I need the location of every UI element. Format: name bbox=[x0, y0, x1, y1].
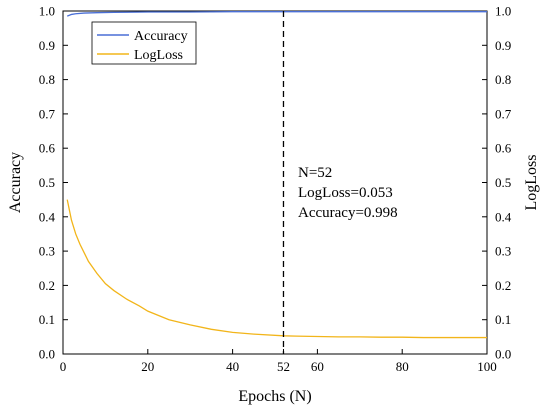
y-tick-label-left: 0.5 bbox=[39, 175, 55, 190]
x-tick-label: 80 bbox=[396, 359, 409, 374]
annotation-line: LogLoss=0.053 bbox=[298, 185, 393, 201]
y-tick-label-left: 1.0 bbox=[39, 4, 55, 19]
x-tick-label: 40 bbox=[226, 359, 239, 374]
y-tick-label-left: 0.3 bbox=[39, 244, 55, 259]
x-tick-label: 0 bbox=[60, 359, 67, 374]
y-tick-label-left: 0.9 bbox=[39, 38, 55, 53]
y-tick-label-right: 0.4 bbox=[495, 209, 512, 224]
legend-label-accuracy: Accuracy bbox=[134, 29, 188, 44]
annotation: N=52 LogLoss=0.053 Accuracy=0.998 bbox=[298, 165, 398, 221]
y-ticks-right: 0.0 0.1 0.2 0.3 0.4 0.5 0.6 0.7 0.8 0.9 1.0 bbox=[482, 4, 512, 362]
x-tick-label: 100 bbox=[477, 359, 497, 374]
legend-label-logloss: LogLoss bbox=[134, 48, 183, 63]
annotation-line: Accuracy=0.998 bbox=[298, 205, 398, 221]
legend: Accuracy LogLoss bbox=[91, 21, 197, 65]
y-tick-label-left: 0.7 bbox=[39, 106, 56, 121]
y-tick-label-right: 0.9 bbox=[495, 38, 511, 53]
x-ticks: 0 20 40 52 60 80 100 bbox=[60, 349, 497, 374]
legend-box bbox=[91, 21, 197, 65]
y-tick-label-right: 0.0 bbox=[495, 347, 511, 362]
y-axis-title-left: Accuracy bbox=[7, 152, 24, 213]
y-tick-label-right: 0.7 bbox=[495, 106, 512, 121]
y-tick-label-left: 0.6 bbox=[39, 141, 56, 156]
y-tick-label-right: 0.5 bbox=[495, 175, 511, 190]
y-tick-label-right: 0.1 bbox=[495, 312, 511, 327]
series-line-logloss bbox=[66, 199, 487, 339]
y-tick-label-right: 0.2 bbox=[495, 278, 511, 293]
series-layer bbox=[66, 11, 487, 339]
x-tick-label: 60 bbox=[311, 359, 324, 374]
y-tick-label-left: 0.2 bbox=[39, 278, 55, 293]
y-tick-label-left: 0.1 bbox=[39, 312, 55, 327]
y-tick-label-right: 0.8 bbox=[495, 72, 511, 87]
x-tick-label: 20 bbox=[141, 359, 154, 374]
x-axis-title: Epochs (N) bbox=[238, 388, 311, 405]
annotation-line: N=52 bbox=[298, 165, 332, 181]
y-tick-label-left: 0.0 bbox=[39, 347, 55, 362]
x-tick-label: 52 bbox=[277, 359, 290, 374]
y-ticks-left: 0.0 0.1 0.2 0.3 0.4 0.5 0.6 0.7 0.8 0.9 1.0 bbox=[39, 4, 68, 362]
y-tick-label-left: 0.4 bbox=[39, 209, 56, 224]
y-axis-title-right: LogLoss bbox=[523, 155, 540, 211]
y-tick-label-right: 0.6 bbox=[495, 141, 512, 156]
y-tick-label-left: 0.8 bbox=[39, 72, 55, 87]
y-tick-label-right: 1.0 bbox=[495, 4, 511, 19]
y-tick-label-right: 0.3 bbox=[495, 244, 511, 259]
series-line-accuracy bbox=[66, 11, 487, 17]
